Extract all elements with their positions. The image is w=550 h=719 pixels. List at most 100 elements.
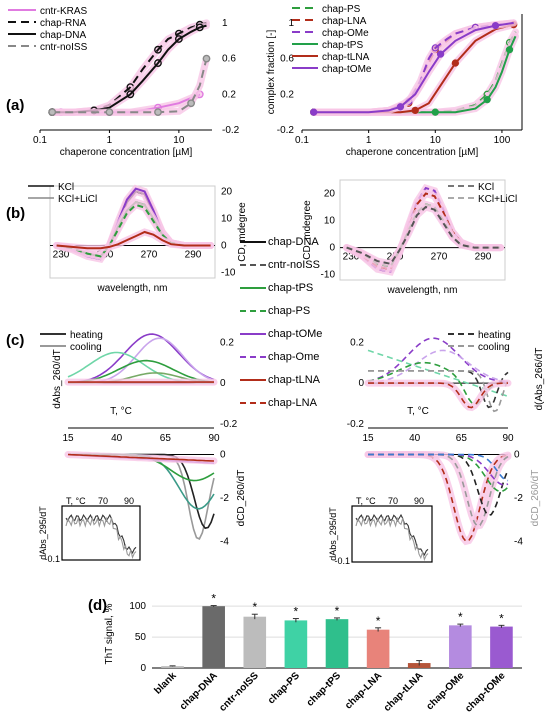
c-4-legend-label: cooling [70,342,102,353]
c-5-melting-curve [368,382,508,409]
c-4-xlabel: T, °C [110,406,132,417]
a-right-legend-label: chap-OMe [322,28,369,39]
c-5-bottom-ytick-label: -2 [514,493,523,504]
c-5-legend-label: cooling [478,342,510,353]
b-2-ylabel: CD, mdegree [237,202,248,262]
d-significance-star: * [211,592,216,606]
b-2-series-line [56,230,211,250]
c-5-ytick-label: 0 [358,378,364,389]
b-3-ytick-label: 10 [324,216,336,227]
d-bar [161,666,184,668]
a-right-data-point [431,44,439,52]
panel-label-d: (d) [88,597,107,614]
a-right-ytick-label: 1 [288,18,294,29]
a-left-data-point [174,35,183,43]
c-4-inset-xtick-label: 90 [124,496,134,506]
c-5-inset-xtick-label: 70 [388,496,398,506]
d-ytick-label: 50 [135,632,147,643]
a-left-xtick-label: 10 [173,135,185,146]
a-right-data-point [310,108,318,116]
a-right-xtick-label: 0.1 [295,135,309,146]
a-left-legend-label: chap-DNA [40,30,86,41]
a-right-ytick-label: 0.2 [280,89,294,100]
c-4-ytick-label: 0 [220,378,226,389]
c-4-bottom-ylabel: dCD_260/dT [236,470,247,527]
d-bar [202,606,225,668]
a-left-series-line [52,21,207,114]
d-bar [366,629,390,668]
a-right-data-point [491,21,500,30]
b-2-ytick-label: 20 [221,186,233,197]
c-5-inset-xlabel: T, °C [356,496,376,506]
c-4-bottom-ytick-label: 0 [220,450,226,461]
a-left-ytick-label: 0.6 [222,54,236,65]
c-5-inset-frame [351,505,433,563]
d-bar [449,625,472,668]
c-4-ytick-label: -0.2 [220,419,238,430]
a-left-ytick-label: 1 [222,18,228,29]
b-3-ytick-label: -10 [321,270,336,281]
b-3-xtick-label: 290 [475,252,492,263]
a-right-data-point [436,50,445,58]
c-5-ytick-label: 0.2 [350,337,364,348]
c-5-legend-label: heating [478,330,511,341]
a-left-data-point [154,59,162,67]
a-left-data-point [48,108,57,117]
a-left-legend-label: cntr-KRAS [40,6,88,17]
a-right-xtick-label: 10 [430,135,442,146]
a-right-legend-label: chap-tOMe [322,64,372,75]
a-right-data-point [505,46,514,54]
b-left-legend-label: KCl+LiCl [58,194,97,205]
a-left-data-point [154,108,162,117]
c-5-xtick-label: 90 [502,433,514,444]
b-3-xtick-label: 230 [343,252,360,263]
c-4-ytick-label: 0.2 [220,337,234,348]
d-category-label: chap-tLNA [382,670,426,714]
c-5-ytick-label: -0.2 [347,419,365,430]
panel-c: 15 40 65 90-0.200.2T, °CdAbs_260/dTheatingc… [38,330,545,566]
c-5-inset-xtick-label: 90 [414,496,424,506]
d-category-label: blank [152,670,179,697]
b-right-legend-label: KCl [478,182,494,193]
middle-legend-label: chap-DNA [268,236,319,248]
a-left-xtick-label: 1 [107,135,113,146]
a-right-legend-label: chap-PS [322,4,361,15]
b-2-xlabel: wavelength, nm [96,283,167,294]
c-4-xtick-label: 90 [208,433,220,444]
a-right-legend-label: chap-tPS [322,40,363,51]
b-2-xtick-label: 290 [185,250,202,261]
middle-legend-label: chap-PS [268,305,310,317]
c-4-inset-heating [65,513,137,555]
b-3-xtick-label: 270 [431,252,448,263]
a-right-data-point [411,106,419,115]
c-4-inset-cooling [65,515,137,560]
a-left-ytick-label: -0.2 [222,125,240,136]
c-5-xtick-label: 65 [456,433,468,444]
a-left-data-point [126,90,135,99]
middle-legend-label: chap-tLNA [268,374,321,386]
a-right-data-point [451,59,460,67]
d-significance-star: * [335,604,340,618]
c-5-cd-curve [368,453,509,482]
c-5-inset-heating [355,513,429,557]
c-5-bottom-ylabel: dCD_260/dT [530,470,541,527]
b-3-frame [339,179,506,281]
c-5-melting-curve [367,349,509,384]
panel-label-a: (a) [6,97,24,114]
d-category-label: chap-tPS [305,670,344,709]
b-2-ytick-label: 0 [221,241,227,252]
d-ytick-label: 100 [129,601,146,612]
c-5-bottom-ytick-label: -4 [514,536,523,547]
b-2-ytick-label: -10 [221,268,236,279]
a-left-data-point [202,54,211,63]
d-ylabel: ThT signal, % [104,603,115,664]
c-4-inset-ylabel: dAbs_295/dT [38,506,48,560]
b-3-ytick-label: 20 [324,189,336,200]
d-significance-star: * [458,610,463,624]
c-4-ylabel: dAbs_260/dT [52,349,63,409]
c-5-inset-ylabel: dAbs_295/dT [328,507,338,561]
panel-label-b: (b) [6,205,25,222]
c-5-xtick-label: 40 [409,433,421,444]
d-category-label: cntr-noISS [217,670,261,714]
